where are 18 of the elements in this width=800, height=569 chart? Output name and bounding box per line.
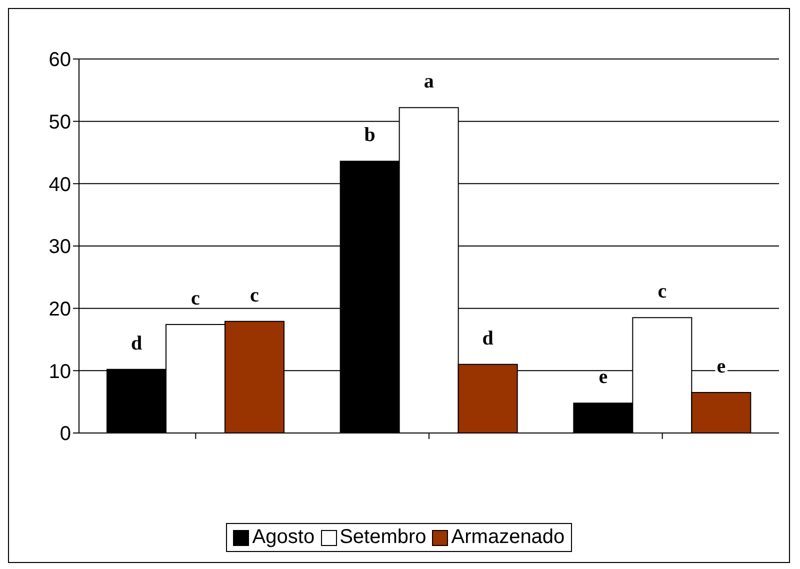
y-tick-label: 0 xyxy=(60,423,71,446)
data-label: b xyxy=(364,124,376,146)
data-label: e xyxy=(598,366,608,388)
legend-label: Armazenado xyxy=(450,526,565,549)
data-label: d xyxy=(482,327,494,350)
y-tick-label: 20 xyxy=(48,298,71,320)
legend-label: Agosto xyxy=(251,526,315,549)
data-label: a xyxy=(424,70,434,93)
y-tick-label: 30 xyxy=(48,236,71,258)
y-tick-label: 10 xyxy=(48,360,71,383)
data-label: c xyxy=(191,288,200,310)
data-label: c xyxy=(658,280,667,303)
legend-label: Setembro xyxy=(338,526,426,549)
y-tick-label: 40 xyxy=(48,174,71,196)
data-label: d xyxy=(130,332,142,354)
data-label: c xyxy=(250,284,260,306)
y-tick-label: 50 xyxy=(48,111,71,134)
y-tick-label: 60 xyxy=(48,49,71,72)
